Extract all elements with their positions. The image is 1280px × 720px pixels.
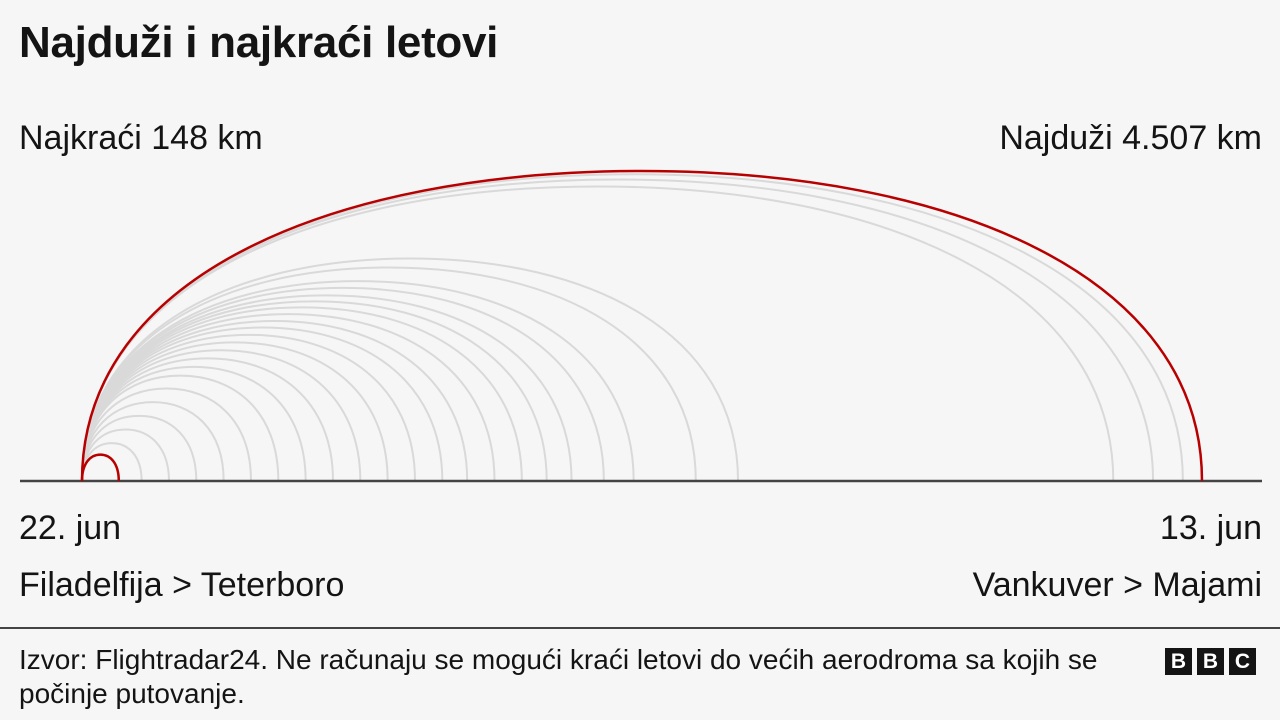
bbc-logo-letter: B bbox=[1197, 648, 1224, 675]
longest-flight-route: Vankuver > Majami bbox=[972, 566, 1262, 604]
chart-title: Najduži i najkraći letovi bbox=[19, 18, 499, 67]
bbc-logo-letter: B bbox=[1165, 648, 1192, 675]
shortest-flight-route: Filadelfija > Teterboro bbox=[19, 566, 345, 604]
longest-flight-date: 13. jun bbox=[1159, 509, 1262, 547]
source-note: Izvor: Flightradar24. Ne računaju se mog… bbox=[19, 644, 1098, 709]
flight-arc bbox=[81, 387, 252, 482]
longest-flight-arc bbox=[80, 169, 1204, 482]
flight-arc bbox=[81, 266, 697, 482]
flight-arc bbox=[81, 414, 198, 482]
longest-flight-label: Najduži 4.507 km bbox=[999, 119, 1262, 157]
footer-divider bbox=[0, 627, 1280, 629]
flight-arc bbox=[81, 185, 1115, 482]
bbc-logo: B B C bbox=[1165, 648, 1256, 675]
shortest-flight-label: Najkraći 148 km bbox=[19, 119, 263, 157]
bbc-logo-letter: C bbox=[1229, 648, 1256, 675]
shortest-flight-date: 22. jun bbox=[19, 509, 122, 547]
flight-arc bbox=[81, 374, 280, 482]
flight-arc bbox=[81, 401, 225, 482]
shortest-flight-arc bbox=[80, 453, 121, 482]
flight-arc bbox=[81, 428, 170, 482]
flight-arc bbox=[81, 286, 605, 482]
